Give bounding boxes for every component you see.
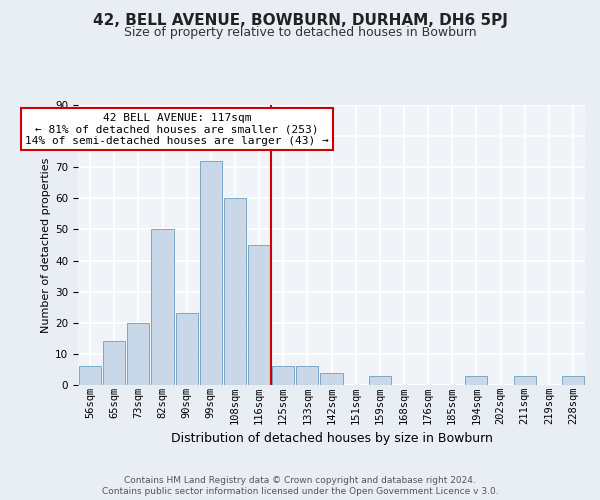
Text: Size of property relative to detached houses in Bowburn: Size of property relative to detached ho…: [124, 26, 476, 39]
Bar: [103, 342, 125, 385]
Bar: [151, 230, 173, 385]
Text: Contains HM Land Registry data © Crown copyright and database right 2024.: Contains HM Land Registry data © Crown c…: [124, 476, 476, 485]
Bar: [514, 376, 536, 385]
Bar: [368, 376, 391, 385]
Bar: [248, 245, 270, 385]
Bar: [296, 366, 319, 385]
Bar: [79, 366, 101, 385]
Bar: [176, 314, 198, 385]
X-axis label: Distribution of detached houses by size in Bowburn: Distribution of detached houses by size …: [170, 432, 493, 445]
Text: 42 BELL AVENUE: 117sqm
← 81% of detached houses are smaller (253)
14% of semi-de: 42 BELL AVENUE: 117sqm ← 81% of detached…: [25, 113, 329, 146]
Bar: [465, 376, 487, 385]
Bar: [200, 161, 222, 385]
Text: Contains public sector information licensed under the Open Government Licence v : Contains public sector information licen…: [101, 487, 499, 496]
Text: 42, BELL AVENUE, BOWBURN, DURHAM, DH6 5PJ: 42, BELL AVENUE, BOWBURN, DURHAM, DH6 5P…: [92, 12, 508, 28]
Bar: [272, 366, 295, 385]
Bar: [320, 372, 343, 385]
Y-axis label: Number of detached properties: Number of detached properties: [41, 158, 51, 332]
Bar: [562, 376, 584, 385]
Bar: [127, 323, 149, 385]
Bar: [224, 198, 246, 385]
